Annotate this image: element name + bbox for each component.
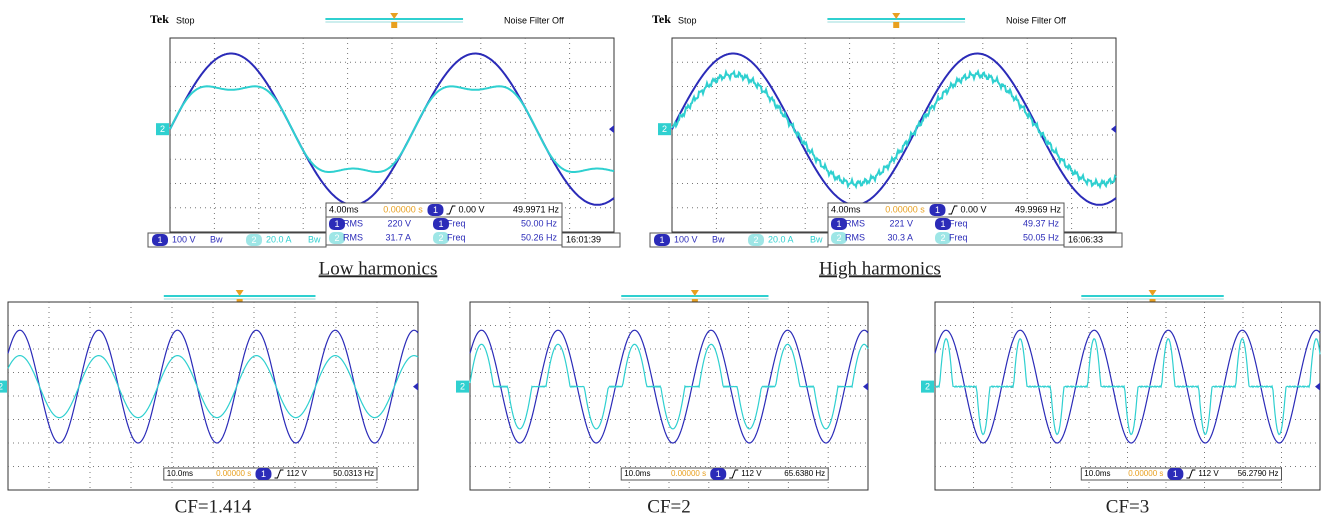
measurement-label: Freq xyxy=(447,232,466,242)
ch2-marker-label: 2 xyxy=(160,124,165,134)
frequency: 50.0313 Hz xyxy=(333,469,374,478)
frequency: 65.6380 Hz xyxy=(784,469,825,478)
channel-number: 2 xyxy=(753,235,758,245)
channel-number: 1 xyxy=(261,469,266,479)
clock: 16:06:33 xyxy=(1068,234,1103,244)
ch1-scale: 100 V xyxy=(172,234,196,244)
measurement-label: Freq xyxy=(949,232,968,242)
page: Tek Stop Noise Filter Off 2 4.00ms 0.00000 s 1… xyxy=(0,0,1322,520)
channel-number: 1 xyxy=(1173,469,1178,479)
channel-number: 1 xyxy=(157,235,162,245)
scope-panel: 2 10.0ms 0.00000 s 1 112 V 56.2790 Hz CF=3 xyxy=(921,290,1320,517)
acquisition-status: Stop xyxy=(678,15,697,25)
channel-number: 2 xyxy=(251,235,256,245)
ch2-marker-label: 2 xyxy=(925,381,930,391)
measurement-value: 221 V xyxy=(889,218,913,228)
trigger-marker xyxy=(892,13,900,28)
caption: High harmonics xyxy=(819,258,941,279)
scope-panel: Tek Stop Noise Filter Off 2 4.00ms 0.00000 s 1… xyxy=(650,12,1122,280)
ch1-scale: 100 V xyxy=(674,234,698,244)
delay: 0.00000 s xyxy=(1128,469,1163,478)
trigger-level: 0.00 V xyxy=(960,204,986,214)
trigger-marker xyxy=(390,13,398,28)
figure: Tek Stop Noise Filter Off 2 4.00ms 0.00000 s 1… xyxy=(0,0,1322,520)
measurement-value: 50.05 Hz xyxy=(1023,232,1060,242)
bandwidth-limit: Bw xyxy=(810,234,823,244)
measurement-value: 31.7 A xyxy=(385,232,411,242)
measurement-value: 220 V xyxy=(387,218,411,228)
channel-number: 2 xyxy=(438,233,443,243)
channel-number: 1 xyxy=(659,235,664,245)
frequency: 49.9971 Hz xyxy=(513,204,560,214)
channel-number: 1 xyxy=(935,205,940,215)
caption: Low harmonics xyxy=(319,258,438,279)
channel-number: 1 xyxy=(836,219,841,229)
caption: CF=1.414 xyxy=(175,496,252,517)
ch2-marker-label: 2 xyxy=(0,381,3,391)
ch2-scale: 20.0 A xyxy=(768,234,794,244)
frequency: 49.9969 Hz xyxy=(1015,204,1062,214)
measurement-label: RMS xyxy=(343,232,363,242)
timebase: 4.00ms xyxy=(831,204,861,214)
scope-panel: Tek Stop Noise Filter Off 2 4.00ms 0.00000 s 1… xyxy=(148,12,620,280)
bandwidth-limit: Bw xyxy=(712,234,725,244)
measurement-label: Freq xyxy=(447,218,466,228)
channel-number: 2 xyxy=(334,233,339,243)
scope-panel: 2 10.0ms 0.00000 s 1 112 V 50.0313 Hz CF=1.414 xyxy=(0,290,418,517)
delay: 0.00000 s xyxy=(671,469,706,478)
timebase: 4.00ms xyxy=(329,204,359,214)
channel-number: 2 xyxy=(836,233,841,243)
channel-number: 1 xyxy=(334,219,339,229)
ch2-marker-label: 2 xyxy=(460,381,465,391)
measurement-label: Freq xyxy=(949,218,968,228)
measurement-label: RMS xyxy=(845,232,865,242)
noise-filter: Noise Filter Off xyxy=(504,15,564,25)
channel-number: 1 xyxy=(940,219,945,229)
bandwidth-limit: Bw xyxy=(210,234,223,244)
ch2-scale: 20.0 A xyxy=(266,234,292,244)
measurement-label: RMS xyxy=(343,218,363,228)
acquisition-status: Stop xyxy=(176,15,195,25)
channel-number: 1 xyxy=(438,219,443,229)
channel-number: 1 xyxy=(716,469,721,479)
timebase: 10.0ms xyxy=(1084,469,1110,478)
measurement-value: 30.3 A xyxy=(887,232,913,242)
channel-number: 1 xyxy=(433,205,438,215)
delay: 0.00000 s xyxy=(885,204,925,214)
trigger-level: 112 V xyxy=(1198,469,1219,478)
channel-number: 2 xyxy=(940,233,945,243)
measurement-value: 50.00 Hz xyxy=(521,218,558,228)
trigger-level: 0.00 V xyxy=(458,204,484,214)
ch2-marker-label: 2 xyxy=(662,124,667,134)
measurement-label: RMS xyxy=(845,218,865,228)
bandwidth-limit: Bw xyxy=(308,234,321,244)
noise-filter: Noise Filter Off xyxy=(1006,15,1066,25)
frequency: 56.2790 Hz xyxy=(1238,469,1279,478)
scope-panel: 2 10.0ms 0.00000 s 1 112 V 65.6380 Hz CF=2 xyxy=(456,290,868,517)
timebase: 10.0ms xyxy=(624,469,650,478)
measurement-value: 49.37 Hz xyxy=(1023,218,1060,228)
delay: 0.00000 s xyxy=(383,204,423,214)
caption: CF=2 xyxy=(647,496,690,517)
timebase: 10.0ms xyxy=(167,469,193,478)
delay: 0.00000 s xyxy=(216,469,251,478)
brand: Tek xyxy=(150,12,169,26)
trigger-level: 112 V xyxy=(286,469,307,478)
caption: CF=3 xyxy=(1106,496,1149,517)
clock: 16:01:39 xyxy=(566,234,601,244)
brand: Tek xyxy=(652,12,671,26)
trigger-level: 112 V xyxy=(741,469,762,478)
measurement-value: 50.26 Hz xyxy=(521,232,558,242)
